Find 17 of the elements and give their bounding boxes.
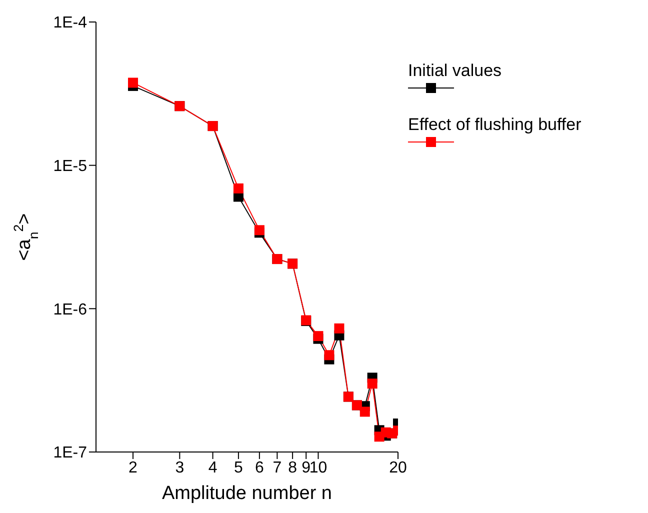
x-tick-label: 4 [208,459,218,476]
x-tick-label: 8 [288,459,298,476]
text: Initial values [408,61,503,80]
x-tick-label: 5 [234,459,244,476]
x-tick-label: 10 [309,459,328,476]
x-tick-label: 3 [175,459,184,476]
y-tick-label: 1E-4 [53,14,88,32]
x-tick-label: 6 [254,459,264,476]
y-tick-label: 1E-5 [53,158,88,176]
text: Effect of flushing buffer [408,115,582,134]
x-tick-label: 7 [272,459,282,476]
x-tick-label: 9 [302,459,311,476]
x-tick-label: 20 [389,459,407,476]
x-axis-title: Amplitude number n [162,483,332,504]
y-tick-label: 1E-7 [53,444,88,462]
x-tick-label: 2 [128,459,138,476]
y-tick-label: 1E-6 [53,301,88,318]
